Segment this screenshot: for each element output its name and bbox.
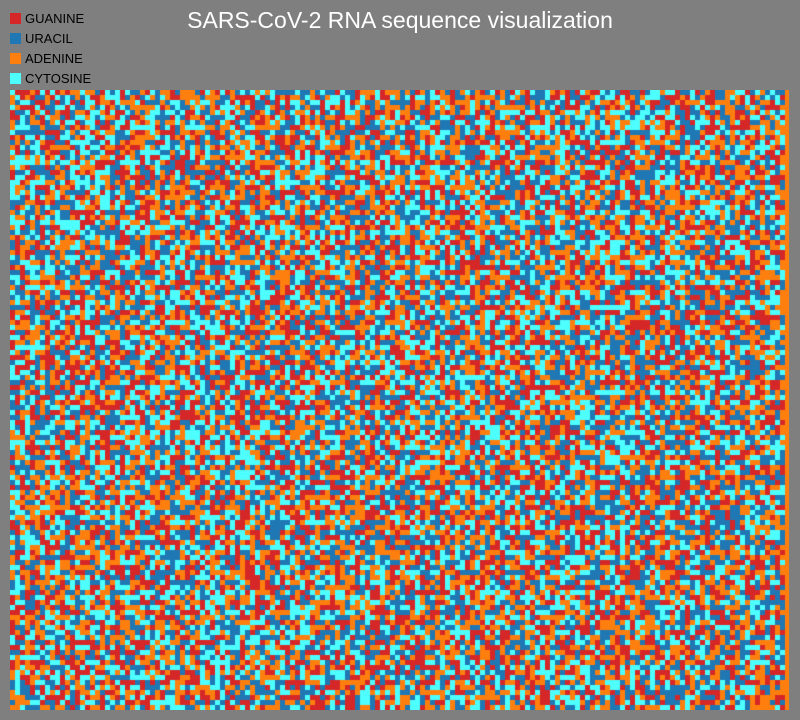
legend-label-guanine: GUANINE [25,12,84,25]
legend-item-guanine: GUANINE [10,8,91,28]
sequence-canvas [10,90,789,710]
chart-title: SARS-CoV-2 RNA sequence visualization [0,6,800,34]
legend-label-adenine: ADENINE [25,52,83,65]
legend-swatch-adenine [10,53,21,64]
legend-swatch-guanine [10,13,21,24]
legend-item-adenine: ADENINE [10,48,91,68]
legend-swatch-cytosine [10,73,21,84]
legend: GUANINE URACIL ADENINE CYTOSINE [10,8,91,88]
legend-item-cytosine: CYTOSINE [10,68,91,88]
legend-swatch-uracil [10,33,21,44]
legend-label-uracil: URACIL [25,32,73,45]
legend-item-uracil: URACIL [10,28,91,48]
sequence-grid [10,90,789,710]
legend-label-cytosine: CYTOSINE [25,72,91,85]
